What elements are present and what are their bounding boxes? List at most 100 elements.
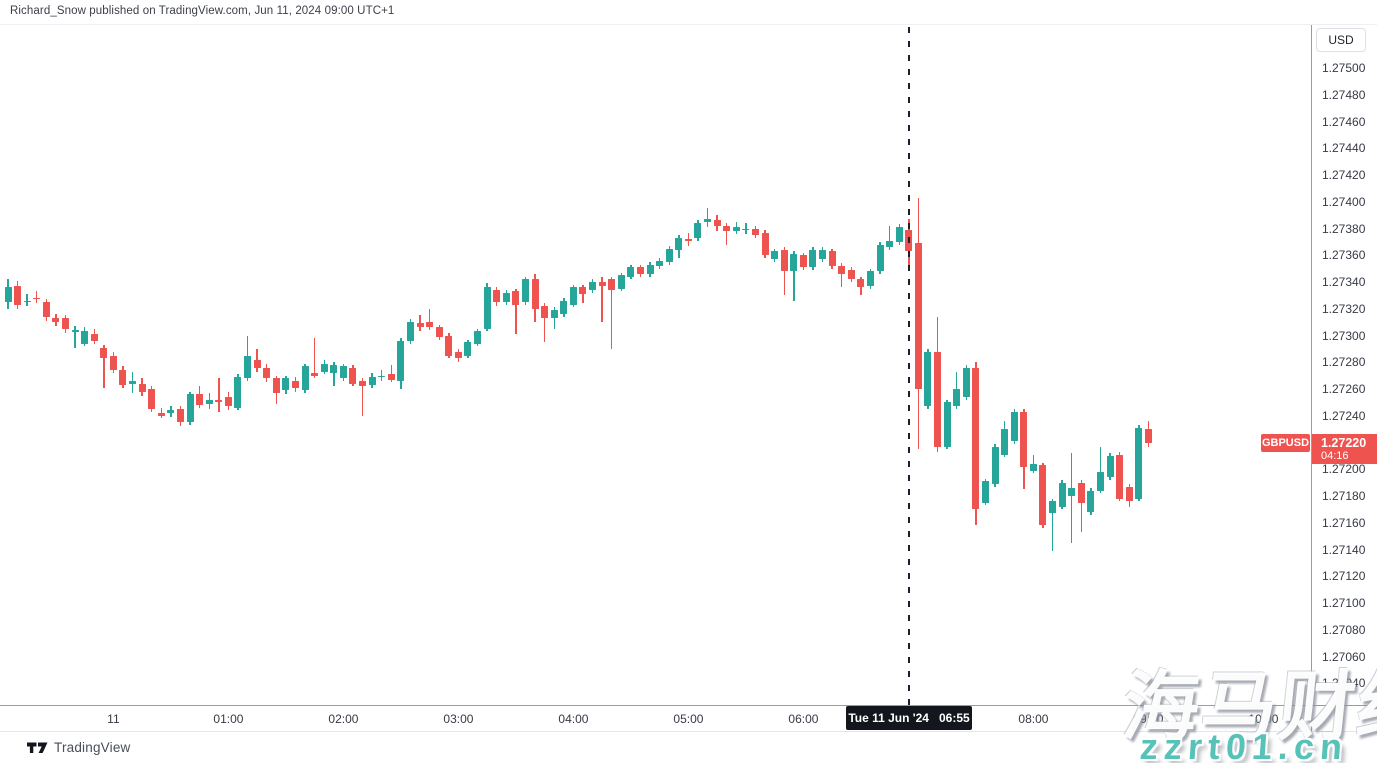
- candle-wick: [103, 344, 105, 388]
- candle: [263, 367, 271, 379]
- candle: [809, 249, 817, 268]
- price-tick-label: 1.27320: [1322, 301, 1366, 316]
- candle: [1049, 501, 1057, 514]
- time-tick-label: 08:00: [1018, 712, 1049, 726]
- candle: [972, 367, 980, 510]
- candle-wick: [888, 225, 891, 250]
- candle: [339, 366, 347, 379]
- crosshair-time: 06:55: [938, 711, 970, 725]
- candle: [790, 253, 798, 272]
- candle: [148, 389, 156, 410]
- candle: [541, 306, 549, 319]
- candle-wick: [428, 308, 431, 331]
- candle: [454, 351, 462, 359]
- candle: [33, 298, 41, 300]
- price-tick-label: 1.27060: [1322, 649, 1366, 664]
- candle-wick: [515, 288, 517, 335]
- candle: [502, 292, 510, 303]
- candle-wick: [1051, 498, 1054, 551]
- price-tick-label: 1.27440: [1322, 141, 1366, 156]
- candle: [14, 286, 22, 305]
- price-tick-label: 1.27460: [1322, 114, 1366, 129]
- candle-wick: [553, 307, 555, 329]
- time-axis[interactable]: 1101:0002:0003:0004:0005:0006:0007:0008:…: [0, 706, 1377, 731]
- candle: [1010, 411, 1018, 442]
- candle: [493, 290, 501, 303]
- candle: [138, 383, 146, 392]
- time-tick-label: 03:00: [443, 712, 474, 726]
- price-axis-border: [1311, 25, 1312, 731]
- candle: [4, 287, 12, 303]
- time-tick-label: 09:00: [1133, 712, 1164, 726]
- candle: [636, 267, 644, 274]
- candle-wick: [1080, 479, 1083, 533]
- time-tick-label: 06:00: [788, 712, 819, 726]
- candle: [52, 318, 60, 323]
- candle: [71, 330, 79, 332]
- candle: [608, 279, 616, 290]
- candle: [799, 255, 807, 268]
- candle-wick: [390, 364, 393, 383]
- candle: [90, 334, 98, 341]
- candle: [291, 380, 299, 388]
- tradingview-mark-icon: [27, 740, 48, 755]
- candle: [1106, 455, 1114, 478]
- candle: [282, 378, 290, 391]
- tradingview-logo[interactable]: TradingView: [27, 740, 131, 755]
- candle: [1020, 411, 1028, 467]
- candle-wick: [333, 362, 335, 387]
- candle: [272, 378, 280, 393]
- candle: [617, 275, 625, 289]
- candle: [397, 340, 405, 381]
- candle: [244, 355, 252, 379]
- tradingview-logo-text: TradingView: [54, 740, 131, 755]
- candle: [109, 355, 117, 371]
- candle: [119, 370, 127, 385]
- candle: [665, 248, 673, 262]
- price-axis[interactable]: USD 1.27500 1.27480 1.27460 1.27440 1.27420 1…: [1312, 25, 1377, 705]
- crosshair-vline: [907, 27, 910, 705]
- chart-pane[interactable]: [0, 25, 1311, 705]
- candle: [1135, 427, 1143, 499]
- candle-wick: [218, 378, 220, 412]
- candle: [531, 279, 539, 309]
- candle: [713, 220, 721, 226]
- candle-wick: [793, 251, 795, 301]
- candle: [320, 363, 328, 372]
- candle: [771, 251, 779, 260]
- candle: [560, 300, 568, 315]
- time-tick-label: 05:00: [673, 712, 704, 726]
- candle: [359, 380, 367, 387]
- candle: [866, 271, 874, 286]
- price-tick-label: 1.27080: [1322, 622, 1366, 637]
- candle: [857, 279, 865, 288]
- candle: [656, 260, 664, 266]
- candle: [723, 225, 731, 232]
- price-tick-label: 1.27160: [1322, 515, 1366, 530]
- candle: [1096, 471, 1104, 491]
- candle: [847, 269, 855, 280]
- candle: [981, 481, 989, 503]
- last-price-value: 1.27220: [1321, 435, 1367, 450]
- candle: [876, 244, 884, 272]
- bar-countdown: 04:16: [1321, 449, 1349, 462]
- candle: [176, 409, 184, 423]
- candle-wick: [601, 276, 603, 323]
- last-price-label: 1.27220 04:16: [1312, 433, 1377, 464]
- candle-wick: [381, 370, 383, 381]
- candle: [589, 282, 597, 291]
- time-tick-label: 04:00: [558, 712, 589, 726]
- currency-toggle-button[interactable]: USD: [1316, 28, 1366, 52]
- candle: [253, 359, 261, 368]
- candle: [579, 287, 587, 295]
- candle: [81, 331, 89, 344]
- candle: [646, 264, 654, 274]
- candle: [1125, 486, 1133, 502]
- candle: [742, 228, 750, 230]
- price-tick-label: 1.27240: [1322, 408, 1366, 423]
- candle: [550, 310, 558, 319]
- candle: [330, 364, 338, 373]
- candle: [387, 374, 395, 380]
- candle: [1116, 454, 1124, 499]
- price-tick-label: 1.27200: [1322, 462, 1366, 477]
